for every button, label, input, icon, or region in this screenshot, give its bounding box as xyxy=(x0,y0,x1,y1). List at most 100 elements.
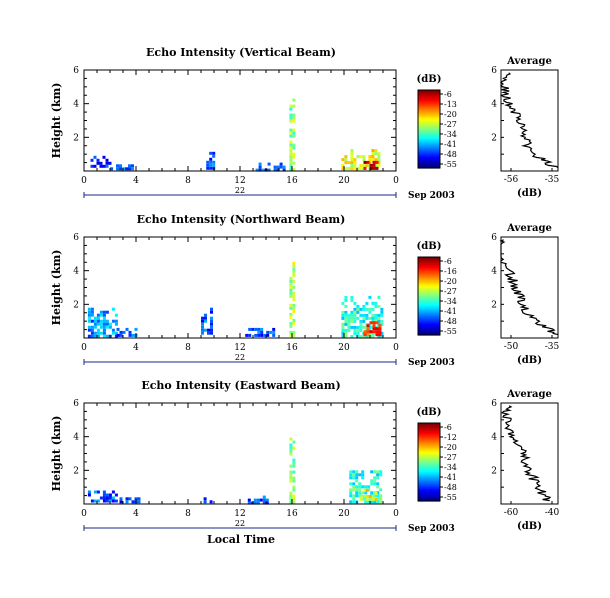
colorbar-swatch xyxy=(418,450,440,453)
echo-cell xyxy=(207,328,210,332)
echo-cell xyxy=(373,482,377,486)
colorbar-swatch xyxy=(418,333,440,336)
colorbar-swatch xyxy=(418,469,440,473)
colorbar-frame xyxy=(417,422,441,502)
echo-cell xyxy=(131,164,134,168)
echo-cell xyxy=(210,331,213,335)
echo-cell xyxy=(201,322,204,326)
colorbar-swatch xyxy=(418,465,440,469)
echo-cell xyxy=(353,161,357,165)
echo-cell xyxy=(96,313,100,317)
colorbar-swatch xyxy=(418,325,440,328)
echo-cell xyxy=(349,491,353,495)
echo-cell xyxy=(350,298,354,302)
average-x-tick-label: -60 xyxy=(504,508,519,518)
colorbar-swatch xyxy=(418,479,440,483)
echo-cell xyxy=(111,496,115,500)
echo-cell xyxy=(125,327,129,331)
echo-cell xyxy=(203,500,207,504)
echo-cell xyxy=(362,164,366,168)
echo-cell xyxy=(212,151,216,155)
echo-cell xyxy=(292,143,296,147)
echo-cell xyxy=(353,310,357,314)
echo-cell xyxy=(289,282,293,286)
echo-cell xyxy=(380,319,384,323)
echo-cell xyxy=(102,313,106,317)
echo-cell xyxy=(289,452,293,456)
echo-cell xyxy=(347,319,351,323)
echo-cell xyxy=(362,316,366,320)
echo-cell xyxy=(374,158,378,162)
echo-cell xyxy=(289,161,293,165)
echo-cell xyxy=(368,322,372,326)
echo-cell xyxy=(212,154,216,158)
echo-cell xyxy=(276,165,280,169)
y-tick-label: 2 xyxy=(73,466,79,476)
echo-cell xyxy=(289,473,293,477)
echo-cell xyxy=(102,334,106,338)
echo-cell xyxy=(292,303,296,307)
colorbar-swatch xyxy=(418,138,440,142)
echo-cell xyxy=(344,298,348,302)
echo-cell xyxy=(93,316,97,320)
colorbar-swatch xyxy=(418,109,440,113)
echo-cell xyxy=(90,325,94,329)
echo-cell xyxy=(289,315,293,319)
echo-cell xyxy=(350,164,354,168)
colorbar-swatch xyxy=(418,288,440,291)
echo-cell xyxy=(362,325,366,329)
x-tick-label: 4 xyxy=(133,176,139,186)
colorbar-tick-label: -13 xyxy=(444,100,457,109)
echo-cell xyxy=(96,490,100,494)
echo-cell xyxy=(292,261,296,265)
echo-cell xyxy=(90,164,94,168)
echo-cell xyxy=(289,479,293,483)
echo-cell xyxy=(102,493,106,497)
colorbar-unit: (dB) xyxy=(417,241,442,252)
colorbar-swatch xyxy=(418,286,440,289)
panel-title: Echo Intensity (Vertical Beam) xyxy=(146,46,336,59)
echo-cell xyxy=(210,322,213,326)
colorbar-tick-label: -20 xyxy=(444,443,457,452)
echo-cell xyxy=(341,328,345,332)
echo-cell xyxy=(90,319,94,323)
echo-cell xyxy=(292,297,296,301)
echo-cell xyxy=(260,333,264,337)
date-day-label: 22 xyxy=(235,353,245,362)
echo-cell xyxy=(292,440,296,444)
x-tick-label: 8 xyxy=(185,176,191,186)
echo-cell xyxy=(362,334,366,338)
echo-cell xyxy=(257,333,261,337)
x-tick-label: 0 xyxy=(393,509,399,519)
colorbar-swatch xyxy=(418,294,440,297)
colorbar-swatch xyxy=(418,292,440,295)
echo-cell xyxy=(87,325,91,329)
echo-cell xyxy=(377,319,381,323)
echo-cell xyxy=(363,330,367,334)
echo-cell xyxy=(359,319,363,323)
echo-cell xyxy=(292,128,296,132)
echo-cell xyxy=(375,327,379,331)
x-tick-label: 20 xyxy=(338,343,350,353)
echo-cell xyxy=(292,470,296,474)
echo-cell xyxy=(292,279,296,283)
colorbar-swatch xyxy=(418,107,440,111)
echo-cell xyxy=(356,310,360,314)
echo-cell xyxy=(279,165,283,169)
x-tick-label: 0 xyxy=(393,343,399,353)
average-y-tick-label: 4 xyxy=(491,433,497,443)
colorbar-swatch xyxy=(418,166,440,169)
echo-cell xyxy=(359,328,363,332)
echo-cell xyxy=(365,334,369,338)
x-axis-label: Local Time xyxy=(207,533,275,546)
echo-cell xyxy=(366,160,370,164)
echo-cell xyxy=(125,167,128,171)
echo-cell xyxy=(259,498,263,502)
echo-cell xyxy=(372,321,376,325)
echo-cell xyxy=(341,325,345,329)
echo-cell xyxy=(114,313,118,317)
echo-cell xyxy=(373,494,377,498)
echo-cell xyxy=(289,158,293,162)
echo-cell xyxy=(93,490,97,494)
echo-cell xyxy=(367,488,371,492)
